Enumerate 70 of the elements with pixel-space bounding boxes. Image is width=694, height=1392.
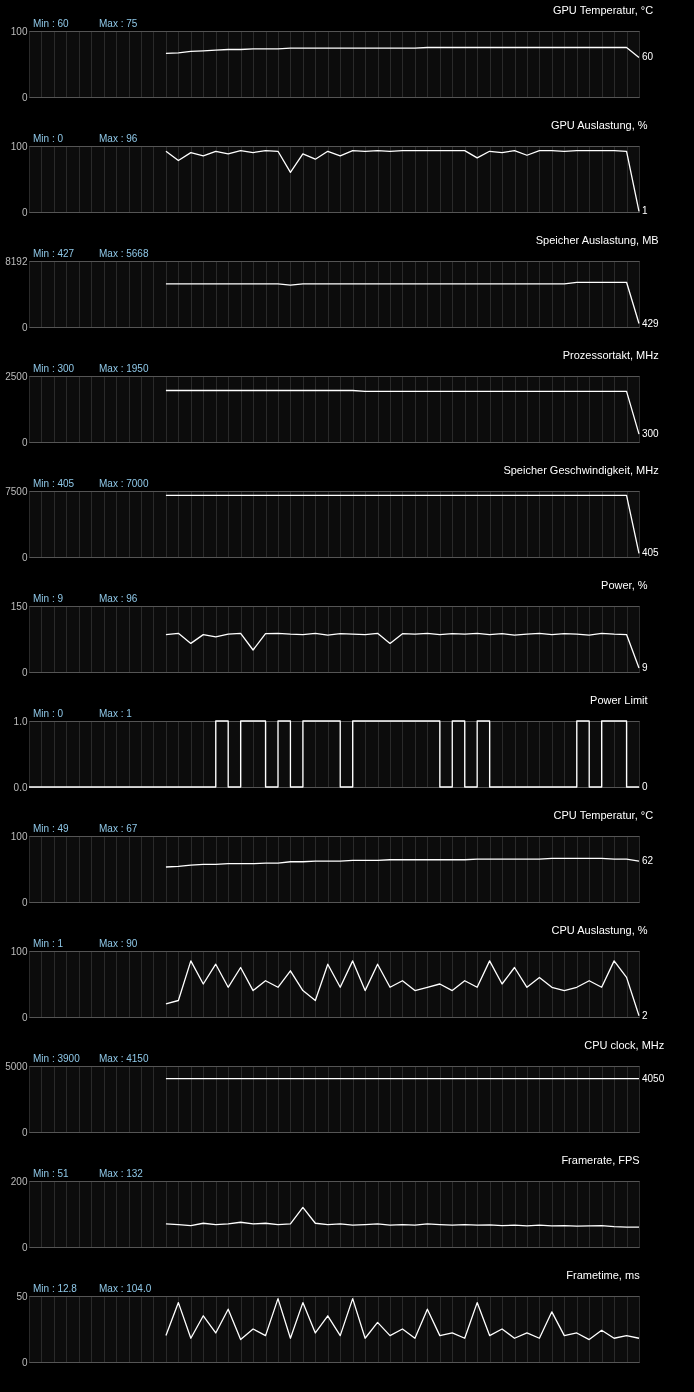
text: 405	[642, 547, 660, 559]
text: Max : 132	[99, 1168, 144, 1179]
chart-title: Framerate, FPS	[561, 1154, 640, 1166]
y-tick-label: 5000	[5, 1060, 28, 1072]
chart-title: Prozessortakt, MHz	[562, 349, 659, 361]
y-tick-label: 0	[21, 91, 28, 103]
text: Min : 60	[33, 18, 70, 29]
text: 300	[642, 428, 660, 440]
y-tick-label: 0	[21, 436, 28, 448]
text: Min : 12.8	[33, 1283, 78, 1294]
chart-title: GPU Auslastung, %	[550, 119, 648, 131]
text: 62	[642, 855, 654, 867]
text: Min : 51	[33, 1168, 70, 1179]
y-tick-label: 1.0	[13, 715, 28, 727]
text: Max : 96	[99, 133, 138, 144]
y-tick-label: 0	[21, 206, 28, 218]
y-tick-label: 150	[10, 600, 28, 612]
text: Min : 427	[33, 248, 75, 259]
text: Max : 75	[99, 18, 138, 29]
y-tick-label: 100	[10, 830, 28, 842]
chart-title: Power, %	[601, 579, 648, 591]
text: 9	[642, 662, 648, 674]
chart-title: Speicher Auslastung, MB	[535, 234, 659, 246]
chart-title: Power Limit	[590, 694, 648, 706]
y-tick-label: 0	[21, 1126, 28, 1138]
y-tick-label: 2500	[5, 370, 28, 382]
text: Min : 300	[33, 363, 75, 374]
text: Min : 0	[33, 133, 64, 144]
y-tick-label: 0	[21, 1356, 28, 1368]
chart-title: CPU Temperatur, °C	[553, 809, 654, 821]
text: Min : 0	[33, 708, 64, 719]
y-tick-label: 0	[21, 551, 28, 563]
text: Max : 7000	[99, 478, 149, 489]
chart-title: CPU clock, MHz	[584, 1039, 665, 1051]
y-tick-label: 0	[21, 896, 28, 908]
y-tick-label: 7500	[5, 485, 28, 497]
chart-title: CPU Auslastung, %	[551, 924, 648, 936]
text: 60	[642, 51, 654, 63]
text: 2	[642, 1009, 648, 1021]
y-tick-label: 100	[10, 945, 28, 957]
text: Max : 1	[99, 708, 133, 719]
text: Min : 9	[33, 593, 64, 604]
text: Min : 405	[33, 478, 75, 489]
chart-title: Frametime, ms	[566, 1269, 641, 1281]
text: Min : 49	[33, 823, 70, 834]
chart-title: Speicher Geschwindigkeit, MHz	[503, 464, 659, 476]
y-tick-label: 8192	[5, 255, 28, 267]
y-tick-label: 0.0	[13, 781, 28, 793]
y-tick-label: 0	[21, 1011, 28, 1023]
text: 429	[642, 317, 660, 329]
text: Max : 5668	[99, 248, 149, 259]
text: Max : 4150	[99, 1053, 149, 1064]
text: 0	[642, 781, 648, 792]
y-tick-label: 0	[21, 666, 28, 678]
y-tick-label: 200	[10, 1175, 28, 1187]
text: Min : 3900	[33, 1053, 81, 1064]
y-tick-label: 100	[10, 25, 28, 37]
y-tick-label: 50	[16, 1290, 28, 1302]
text: Max : 104.0	[99, 1283, 152, 1294]
text: Max : 67	[99, 823, 138, 834]
text: Max : 96	[99, 593, 138, 604]
text: 1	[642, 205, 648, 217]
y-tick-label: 0	[21, 321, 28, 333]
text: Min : 1	[33, 938, 64, 949]
y-tick-label: 0	[21, 1241, 28, 1253]
text: Max : 90	[99, 938, 138, 949]
text: 4050	[642, 1072, 665, 1084]
y-tick-label: 100	[10, 140, 28, 152]
text: Max : 1950	[99, 363, 149, 374]
chart-title: GPU Temperatur, °C	[552, 4, 654, 16]
